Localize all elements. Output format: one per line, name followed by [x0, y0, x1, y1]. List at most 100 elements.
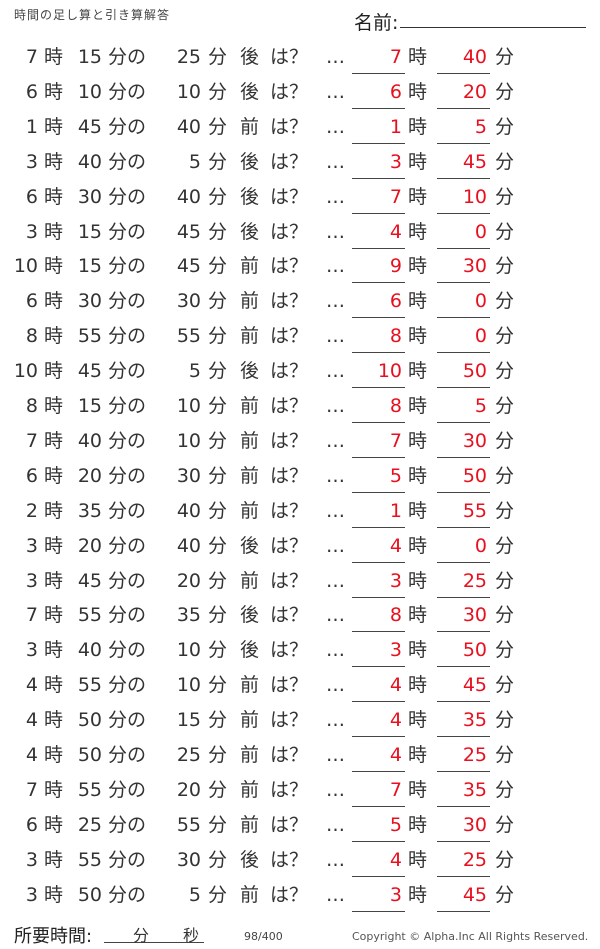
- answer-hour: 8: [389, 395, 402, 417]
- direction: 後: [240, 46, 260, 68]
- answer-minute-line[interactable]: [437, 631, 490, 633]
- problem-minute: 55: [77, 848, 102, 871]
- answer-hour-line[interactable]: [352, 736, 405, 738]
- answer-hour-line[interactable]: [352, 422, 405, 423]
- answer-minute-line[interactable]: [437, 840, 490, 842]
- answer-hour-line[interactable]: [352, 631, 405, 633]
- name-field[interactable]: [400, 27, 586, 28]
- minute-of-unit: 分の: [108, 499, 147, 522]
- answer-hour-line[interactable]: [352, 561, 405, 563]
- offset-minutes: 10: [176, 395, 201, 417]
- answer-hour-line[interactable]: [352, 910, 405, 912]
- answer-hour-line[interactable]: [352, 212, 405, 214]
- answer-hour-line[interactable]: [352, 247, 405, 249]
- answer-hour-line[interactable]: [352, 387, 405, 389]
- answer-hour-line[interactable]: [352, 177, 405, 179]
- answer-minute-line[interactable]: [437, 771, 490, 772]
- answer-minute-line[interactable]: [437, 247, 490, 249]
- answer-hour: 7: [389, 429, 402, 452]
- answer-minute-line[interactable]: [437, 73, 490, 74]
- answer-minute-line[interactable]: [437, 701, 490, 703]
- answer-hour-unit: 時: [408, 255, 428, 278]
- answer-minute: 0: [474, 290, 487, 313]
- offset-minutes: 40: [176, 534, 201, 557]
- ellipsis: …: [326, 778, 345, 801]
- answer-hour: 3: [389, 883, 402, 906]
- offset-minutes: 20: [176, 569, 201, 592]
- answer-minute-line[interactable]: [437, 910, 490, 912]
- answer-minute-line[interactable]: [437, 317, 490, 319]
- question-text: は？: [270, 778, 309, 801]
- direction: 前: [240, 464, 260, 487]
- answer-hour-line[interactable]: [352, 282, 405, 284]
- answer-minute-line[interactable]: [437, 736, 490, 738]
- minute-of-unit: 分の: [108, 185, 147, 208]
- answer-minute: 25: [462, 569, 487, 592]
- answer-hour-line[interactable]: [352, 317, 405, 319]
- answer-hour-unit: 時: [408, 290, 428, 313]
- answer-minute-line[interactable]: [437, 282, 490, 284]
- answer-minute-unit: 分: [495, 778, 515, 801]
- answer-hour-line[interactable]: [352, 352, 405, 354]
- answer-hour-line[interactable]: [352, 73, 405, 74]
- answer-minute-line[interactable]: [437, 666, 490, 668]
- answer-minute-line[interactable]: [437, 142, 490, 144]
- offset-unit: 分: [208, 220, 228, 243]
- answer-hour-unit: 時: [408, 744, 428, 766]
- elapsed-time-field[interactable]: [104, 942, 204, 943]
- minute-of-unit: 分の: [108, 255, 147, 278]
- problem-minute: 50: [77, 883, 102, 906]
- answer-minute-line[interactable]: [437, 561, 490, 563]
- answer-hour-line[interactable]: [352, 666, 405, 668]
- answer-minute-line[interactable]: [437, 352, 490, 354]
- answer-minute-line[interactable]: [437, 422, 490, 423]
- answer-hour-line[interactable]: [352, 701, 405, 703]
- answer-hour-line[interactable]: [352, 142, 405, 144]
- answer-hour-unit: 時: [408, 464, 428, 487]
- answer-minute-line[interactable]: [437, 526, 490, 528]
- problem-row: 8 時 15 分の 10 分前は？… 8 時 5 分: [0, 391, 600, 423]
- answer-hour-line[interactable]: [352, 456, 405, 458]
- answer-hour: 4: [389, 534, 402, 557]
- answer-hour-unit: 時: [408, 395, 428, 417]
- problem-minute: 55: [77, 325, 102, 348]
- minute-of-unit: 分の: [108, 848, 147, 871]
- answer-minute-line[interactable]: [437, 387, 490, 389]
- hour-unit: 時: [44, 220, 64, 243]
- answer-hour-line[interactable]: [352, 771, 405, 772]
- offset-minutes: 40: [176, 185, 201, 208]
- answer-hour-line[interactable]: [352, 596, 405, 598]
- direction: 後: [240, 639, 260, 662]
- answer-minute-line[interactable]: [437, 456, 490, 458]
- answer-hour: 7: [389, 185, 402, 208]
- minute-of-unit: 分の: [108, 744, 147, 766]
- ellipsis: …: [326, 499, 345, 522]
- answer-hour-unit: 時: [408, 150, 428, 173]
- answer-minute-line[interactable]: [437, 875, 490, 877]
- answer-minute-unit: 分: [495, 429, 515, 452]
- answer-hour-line[interactable]: [352, 875, 405, 877]
- minute-of-unit: 分の: [108, 639, 147, 662]
- answer-minute: 20: [462, 80, 487, 103]
- answer-minute-line[interactable]: [437, 596, 490, 598]
- answer-hour-line[interactable]: [352, 107, 405, 109]
- answer-hour-line[interactable]: [352, 526, 405, 528]
- offset-minutes: 55: [176, 813, 201, 836]
- answer-minute-unit: 分: [495, 848, 515, 871]
- question-text: は？: [270, 674, 309, 697]
- answer-minute-line[interactable]: [437, 107, 490, 109]
- answer-minute-line[interactable]: [437, 805, 490, 807]
- answer-minute-unit: 分: [495, 604, 515, 627]
- answer-minute-line[interactable]: [437, 177, 490, 179]
- offset-unit: 分: [208, 883, 228, 906]
- answer-hour-line[interactable]: [352, 805, 405, 807]
- answer-minute-unit: 分: [495, 255, 515, 278]
- minute-of-unit: 分の: [108, 569, 147, 592]
- minute-of-unit: 分の: [108, 325, 147, 348]
- answer-minute-line[interactable]: [437, 212, 490, 214]
- answer-hour-line[interactable]: [352, 840, 405, 842]
- answer-minute-line[interactable]: [437, 491, 490, 493]
- direction: 後: [240, 360, 260, 383]
- answer-hour-line[interactable]: [352, 491, 405, 493]
- offset-unit: 分: [208, 499, 228, 522]
